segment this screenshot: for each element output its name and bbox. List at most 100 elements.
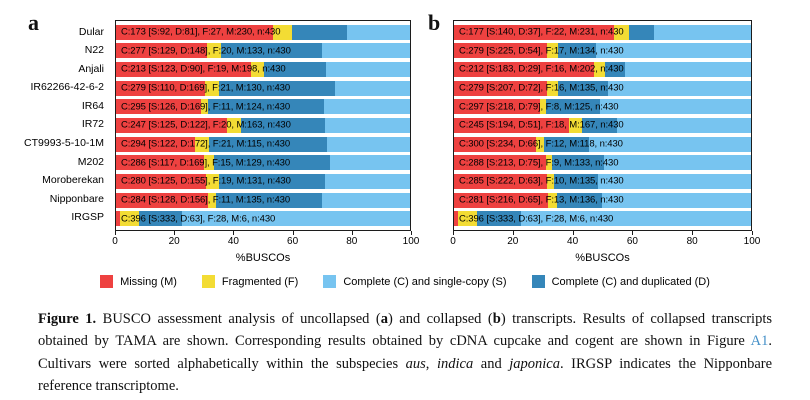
busco-bar-irgsp: C:396 [S:333, D:63], F:28, M:6, n:430 bbox=[454, 211, 751, 227]
bar-segment-complete_single bbox=[624, 61, 751, 77]
bar-segment-missing bbox=[116, 61, 252, 77]
busco-bar-ct9993-5-10-1m: C:300 [S:234, D:66], F:12, M:118, n:430 bbox=[454, 136, 751, 152]
bar-value-label: C:294 [S:122, D:172], F:21, M:115, n:430 bbox=[121, 138, 291, 150]
bar-segment-complete_single bbox=[601, 192, 751, 208]
bar-value-label: C:177 [S:140, D:37], F:22, M:231, n:430 bbox=[459, 26, 624, 38]
bar-segment-fragmented bbox=[194, 136, 209, 152]
x-axis-tick bbox=[632, 231, 634, 235]
busco-bar-irgsp: C:396 [S:333, D:63], F:28, M:6, n:430 bbox=[116, 211, 410, 227]
busco-bar-dular: C:177 [S:140, D:37], F:22, M:231, n:430 bbox=[454, 24, 751, 40]
x-axis-tick-label: 100 bbox=[743, 236, 761, 247]
y-axis-label: IR64 bbox=[81, 99, 104, 112]
x-axis-tick bbox=[115, 231, 116, 235]
bar-segment-missing bbox=[454, 61, 594, 77]
busco-bar-m202: C:288 [S:213, D:75], F:9, M:133, n:430 bbox=[454, 155, 751, 171]
x-axis-tick-label: 40 bbox=[227, 236, 239, 247]
busco-bar-ir62266-42-6-2: C:279 [S:110, D:169], F:21, M:130, n:430 bbox=[116, 80, 410, 96]
legend-item: Complete (C) and single-copy (S) bbox=[323, 275, 507, 288]
bar-value-label: C:288 [S:213, D:75], F:9, M:133, n:430 bbox=[459, 157, 619, 169]
bar-segment-fragmented bbox=[227, 117, 242, 133]
x-axis-tick bbox=[453, 231, 454, 235]
bar-segment-fragmented bbox=[546, 43, 559, 59]
busco-bar-ir64: C:297 [S:218, D:79], F:8, M:125, n:430 bbox=[454, 99, 751, 115]
bar-segment-fragmented bbox=[273, 24, 292, 40]
bar-segment-fragmented bbox=[547, 192, 557, 208]
bar-value-label: C:396 [S:333, D:63], F:28, M:6, n:430 bbox=[121, 213, 276, 225]
bar-segment-fragmented bbox=[547, 80, 559, 96]
bar-segment-complete_dup bbox=[291, 24, 348, 40]
bar-segment-missing bbox=[116, 155, 205, 171]
bar-value-label: C:300 [S:234, D:66], F:12, M:118, n:430 bbox=[459, 138, 623, 150]
bar-segment-complete_dup bbox=[558, 80, 608, 96]
y-axis-label: CT9993-5-10-1M bbox=[24, 137, 104, 150]
busco-bar-moroberekan: C:285 [S:222, D:63], F:10, M:135, n:430 bbox=[454, 173, 751, 189]
bar-segment-missing bbox=[454, 24, 614, 40]
bar-value-label: C:247 [S:125, D:122], F:20, M:163, n:430 bbox=[121, 119, 291, 131]
bar-segment-complete_dup bbox=[554, 173, 598, 189]
bar-segment-complete_single bbox=[654, 24, 751, 40]
x-axis-tick bbox=[752, 231, 753, 235]
bar-segment-complete_dup bbox=[556, 192, 602, 208]
y-axis-label: Dular bbox=[78, 25, 104, 38]
bar-segment-complete_dup bbox=[628, 24, 655, 40]
caption-text: ) and collapsed ( bbox=[387, 311, 493, 327]
bar-segment-missing bbox=[454, 211, 459, 227]
bar-segment-complete_single bbox=[322, 192, 410, 208]
figure-a1-link[interactable]: A1 bbox=[750, 333, 769, 350]
panel-label-a: a bbox=[28, 10, 39, 35]
bar-value-label: C:213 [S:123, D:90], F:19, M:198, n:430 bbox=[121, 63, 286, 75]
bar-value-label: C:245 [S:194, D:51], F:18, M:167, n:430 bbox=[459, 119, 624, 131]
bar-segment-complete_single bbox=[608, 80, 751, 96]
bar-segment-complete_single bbox=[347, 24, 410, 40]
bar-segment-missing bbox=[454, 43, 547, 59]
x-axis-tick bbox=[292, 231, 294, 235]
bar-segment-complete_dup bbox=[208, 136, 327, 152]
busco-bar-dular: C:173 [S:92, D:81], F:27, M:230, n:430 bbox=[116, 24, 410, 40]
busco-plot-region: a b Dular N22 Anjali IR62266-42-6-2 IR64 IR72… bbox=[24, 10, 761, 288]
x-axis-tick bbox=[692, 231, 694, 235]
bar-segment-complete_single bbox=[595, 43, 751, 59]
panel-a-x-axis-title: %BUSCOs bbox=[235, 252, 291, 264]
panel-b-plot-frame: C:177 [S:140, D:37], F:22, M:231, n:430 C… bbox=[453, 20, 752, 231]
bar-segment-missing bbox=[116, 192, 209, 208]
bar-segment-fragmented bbox=[208, 192, 216, 208]
caption-text: ) transcripts. Results of collapsed tran… bbox=[38, 311, 773, 350]
bar-segment-complete_single bbox=[603, 155, 751, 171]
bar-segment-complete_single bbox=[321, 43, 410, 59]
bar-value-label: C:297 [S:218, D:79], F:8, M:125, n:430 bbox=[459, 101, 619, 113]
caption-text: and bbox=[473, 355, 510, 372]
bar-segment-fragmented bbox=[120, 211, 140, 227]
x-axis-tick-label: 20 bbox=[507, 236, 519, 247]
bar-value-label: C:277 [S:129, D:148], F:20, M:133, n:430 bbox=[121, 45, 291, 57]
busco-bar-m202: C:286 [S:117, D:169], F:15, M:129, n:430 bbox=[116, 155, 410, 171]
caption-text: Figure 1. bbox=[38, 311, 97, 327]
bar-segment-complete_dup bbox=[264, 61, 326, 77]
bar-segment-missing bbox=[116, 211, 121, 227]
x-axis-tick bbox=[233, 231, 235, 235]
busco-bar-nipponbare: C:281 [S:216, D:65], F:13, M:136, n:430 bbox=[454, 192, 751, 208]
caption-text: japonica bbox=[509, 355, 560, 372]
bar-segment-fragmented bbox=[545, 155, 553, 171]
bar-segment-fragmented bbox=[540, 99, 546, 115]
y-axis-label: IR62266-42-6-2 bbox=[30, 81, 104, 94]
x-axis-tick-label: 80 bbox=[686, 236, 698, 247]
caption-text: , bbox=[425, 355, 437, 372]
bar-segment-missing bbox=[454, 80, 548, 96]
x-axis-tick-label: 40 bbox=[567, 236, 579, 247]
bar-segment-complete_dup bbox=[545, 99, 601, 115]
bar-segment-fragmented bbox=[200, 99, 209, 115]
bar-segment-complete_dup bbox=[543, 136, 590, 152]
bar-value-label: C:281 [S:216, D:65], F:13, M:136, n:430 bbox=[459, 194, 624, 206]
bar-segment-missing bbox=[454, 117, 570, 133]
busco-bar-ir72: C:245 [S:194, D:51], F:18, M:167, n:430 bbox=[454, 117, 751, 133]
bar-segment-missing bbox=[116, 136, 195, 152]
legend-item: Complete (C) and duplicated (D) bbox=[531, 275, 710, 288]
bar-segment-complete_dup bbox=[208, 99, 324, 115]
caption-text: aus bbox=[405, 355, 426, 372]
bar-segment-complete_single bbox=[597, 173, 751, 189]
bar-value-label: C:279 [S:225, D:54], F:17, M:134, n:430 bbox=[459, 45, 624, 57]
panel-a-x-axis: 0 20 40 60 80 100 bbox=[112, 231, 419, 249]
bar-segment-missing bbox=[116, 80, 205, 96]
bar-segment-complete_dup bbox=[558, 43, 596, 59]
